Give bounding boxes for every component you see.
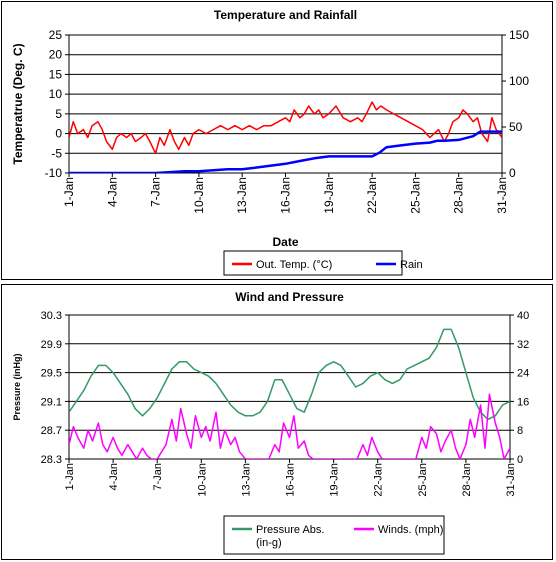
wind-pressure-chart: Wind and Pressure 28.3 28.7 29.1 29.5 29.9 30.… [12, 290, 529, 555]
legend-box [223, 515, 445, 555]
legend-label-2: Rain [400, 259, 423, 271]
series-line-2 [69, 393, 510, 459]
y-tick-label: 0 [55, 127, 62, 141]
wind-pressure-chart-panel: Wind and Pressure 28.3 28.7 29.1 29.5 29.9 30.… [1, 284, 553, 560]
y-tick-label: 25 [49, 28, 63, 42]
series-line-1 [69, 328, 510, 421]
x-tick-label: 28-Jan [461, 463, 473, 497]
y2-tick-label: 32 [517, 339, 529, 351]
series-line-1 [69, 101, 502, 155]
x-tick-label: 25-Jan [417, 463, 429, 497]
x-tick-label: 13-Jan [235, 177, 249, 214]
y-tick-label: 15 [49, 67, 63, 81]
chart-title: Temperature and Rainfall [214, 8, 357, 22]
temperature-rainfall-chart: Temperature and Rainfall -10 -5 0 5 10 15 20 25 0… [11, 8, 529, 276]
y2-tick-label: 16 [517, 396, 529, 408]
y2-tick-label: 24 [517, 368, 529, 380]
y-tick-label: 29.1 [41, 396, 62, 408]
y-tick-label: -10 [45, 166, 63, 180]
x-tick-label: 7-Jan [149, 177, 163, 207]
y-axis-label: Temperatrue (Deg. C) [11, 43, 25, 164]
y-tick-label: -5 [51, 146, 62, 160]
legend-label-2: Winds. (mph) [378, 524, 443, 536]
y-tick-label: 30.3 [41, 310, 62, 322]
y-axis-label: Pressure (inHg) [12, 353, 22, 420]
legend-label-1: (in-g) [256, 537, 282, 549]
y-tick-label: 29.9 [41, 339, 62, 351]
temperature-rainfall-chart-panel: Temperature and Rainfall -10 -5 0 5 10 15 20 25 0… [1, 1, 553, 280]
y2-tick-label: 40 [517, 310, 529, 322]
x-tick-label: 1-Jan [62, 177, 76, 207]
x-tick-label: 28-Jan [452, 177, 466, 214]
y-tick-label: 10 [49, 87, 63, 101]
x-tick-label: 19-Jan [322, 177, 336, 214]
y-tick-label: 28.3 [41, 454, 62, 466]
chart-title: Wind and Pressure [235, 290, 344, 304]
y2-tick-label: 0 [517, 454, 523, 466]
legend-box [223, 250, 403, 276]
x-tick-label: 22-Jan [365, 177, 379, 214]
x-tick-label: 7-Jan [152, 463, 164, 491]
x-tick-label: 31-Jan [505, 463, 517, 497]
plot-area [68, 34, 503, 174]
y2-tick-label: 150 [509, 28, 529, 42]
x-tick-label: 4-Jan [108, 463, 120, 491]
y2-tick-label: 100 [509, 74, 529, 88]
x-tick-label: 31-Jan [495, 177, 509, 214]
x-tick-label: 10-Jan [192, 177, 206, 214]
x-tick-label: 16-Jan [285, 463, 297, 497]
x-tick-label: 25-Jan [408, 177, 422, 214]
y-tick-label: 28.7 [41, 425, 62, 437]
y-tick-label: 29.5 [41, 368, 62, 380]
x-axis-label: Date [272, 235, 298, 249]
y2-tick-label: 8 [517, 425, 523, 437]
y2-tick-label: 0 [509, 166, 516, 180]
y-tick-label: 20 [49, 48, 63, 62]
x-tick-label: 1-Jan [64, 463, 76, 491]
x-tick-label: 13-Jan [240, 463, 252, 497]
y-tick-label: 5 [55, 107, 62, 121]
series-line-2 [69, 130, 502, 173]
x-tick-label: 4-Jan [105, 177, 119, 207]
y2-tick-label: 50 [509, 120, 523, 134]
x-tick-label: 16-Jan [279, 177, 293, 214]
legend-label-1: Pressure Abs. [256, 524, 324, 536]
x-tick-label: 19-Jan [329, 463, 341, 497]
x-tick-label: 22-Jan [373, 463, 385, 497]
x-tick-label: 10-Jan [196, 463, 208, 497]
legend-label-1: Out. Temp. (°C) [256, 259, 332, 271]
